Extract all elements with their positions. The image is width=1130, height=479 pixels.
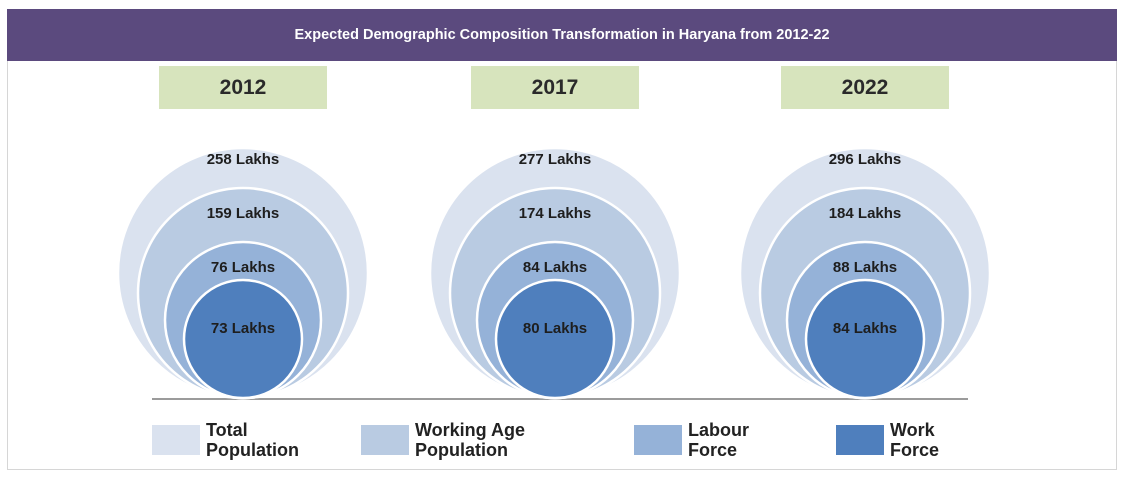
year-label-2012: 2012 <box>159 66 327 109</box>
circle-work-force-2012 <box>182 278 304 400</box>
legend-label-labour-force: Labour Force <box>688 420 749 460</box>
value-label-working-age-population-2012: 159 Lakhs <box>207 205 280 222</box>
legend-swatch-total-population <box>152 425 200 455</box>
circle-work-force-2022 <box>804 278 926 400</box>
legend-swatch-work-force <box>836 425 884 455</box>
legend-label-total-population: Total Population <box>206 420 299 460</box>
year-label-2017: 2017 <box>471 66 639 109</box>
year-label-2022: 2022 <box>781 66 949 109</box>
value-label-working-age-population-2017: 174 Lakhs <box>519 205 592 222</box>
value-label-work-force-2012: 73 Lakhs <box>211 320 275 337</box>
legend-item-labour-force: Labour Force <box>634 420 768 460</box>
value-label-total-population-2017: 277 Lakhs <box>519 151 592 168</box>
value-label-labour-force-2022: 88 Lakhs <box>833 259 897 276</box>
value-label-work-force-2017: 80 Lakhs <box>523 320 587 337</box>
circle-work-force-2017 <box>494 278 616 400</box>
legend-label-work-force: Work Force <box>890 420 940 460</box>
value-label-total-population-2022: 296 Lakhs <box>829 151 902 168</box>
legend-item-working-age-population: Working Age Population <box>361 420 545 460</box>
value-label-labour-force-2017: 84 Lakhs <box>523 259 587 276</box>
legend-swatch-labour-force <box>634 425 682 455</box>
legend-label-working-age-population: Working Age Population <box>415 420 526 460</box>
value-label-work-force-2022: 84 Lakhs <box>833 320 897 337</box>
value-label-working-age-population-2022: 184 Lakhs <box>829 205 902 222</box>
value-label-total-population-2012: 258 Lakhs <box>207 151 280 168</box>
legend-item-work-force: Work Force <box>836 420 950 460</box>
value-label-labour-force-2012: 76 Lakhs <box>211 259 275 276</box>
legend-item-total-population: Total Population <box>152 420 336 460</box>
chart-title: Expected Demographic Composition Transfo… <box>7 9 1117 61</box>
legend-swatch-working-age-population <box>361 425 409 455</box>
